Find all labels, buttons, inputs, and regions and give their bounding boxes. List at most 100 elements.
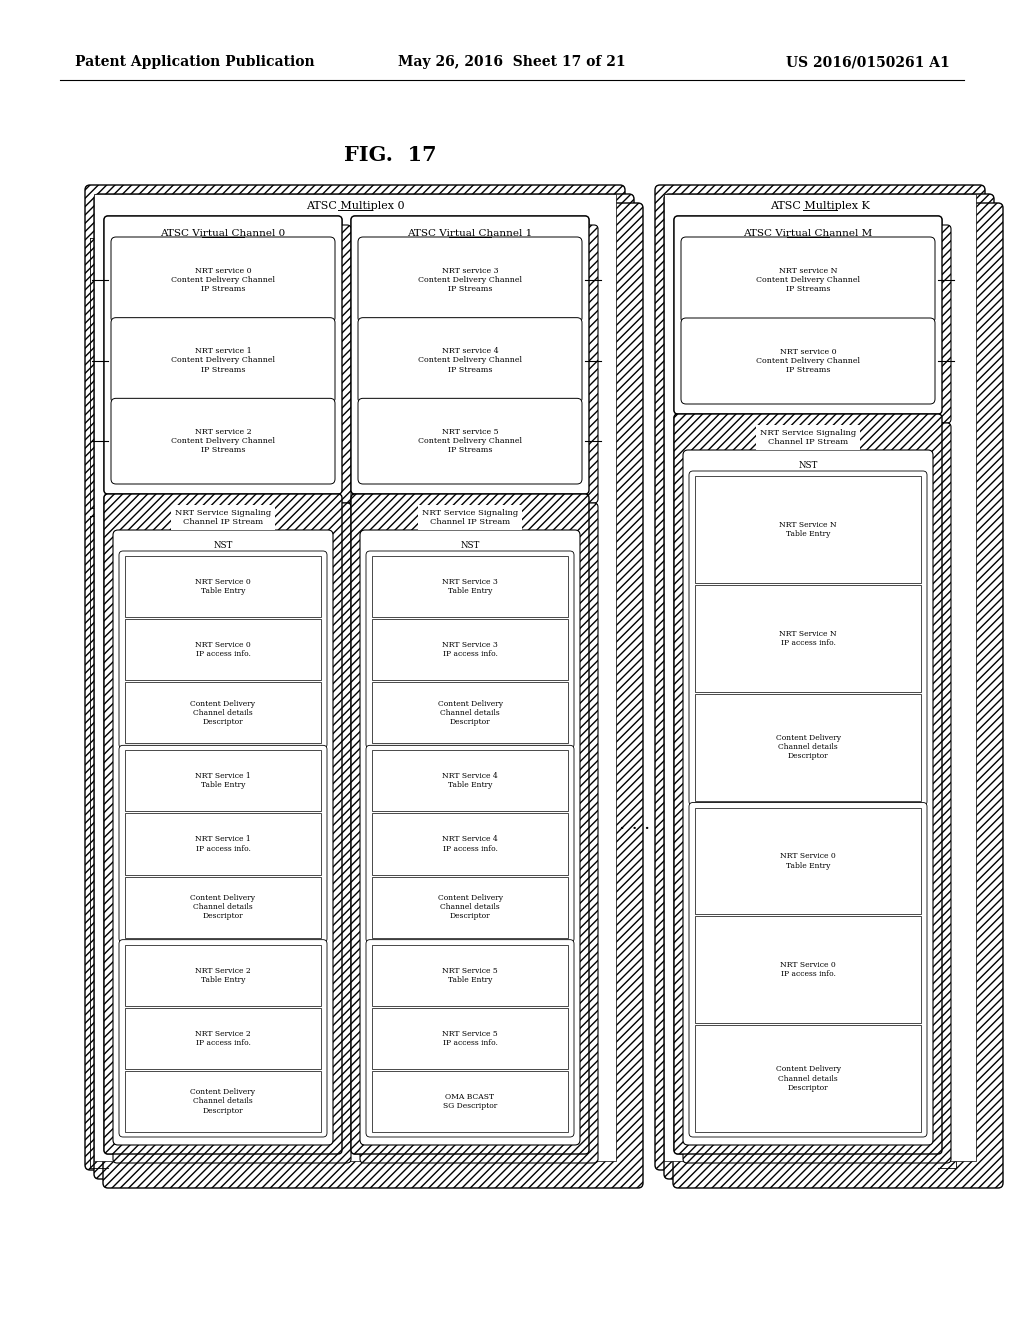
Text: NRT Service 0
Table Entry: NRT Service 0 Table Entry (196, 578, 251, 595)
FancyBboxPatch shape (358, 318, 582, 404)
Text: NRT service 1
Content Delivery Channel
IP Streams: NRT service 1 Content Delivery Channel I… (171, 347, 275, 374)
FancyBboxPatch shape (674, 414, 942, 1154)
Text: NRT Service 2
IP access info.: NRT Service 2 IP access info. (196, 1030, 251, 1047)
Text: NRT Service 3
Table Entry: NRT Service 3 Table Entry (442, 578, 498, 595)
Text: NRT service N
Content Delivery Channel
IP Streams: NRT service N Content Delivery Channel I… (756, 267, 860, 293)
Text: Content Delivery
Channel details
Descriptor: Content Delivery Channel details Descrip… (190, 894, 256, 920)
FancyBboxPatch shape (689, 803, 927, 1137)
Bar (94, 194, 616, 1162)
Text: NRT service 5
Content Delivery Channel
IP Streams: NRT service 5 Content Delivery Channel I… (418, 428, 522, 454)
Text: ATSC Virtual Channel 1: ATSC Virtual Channel 1 (408, 228, 532, 238)
Text: NRT service 2
Content Delivery Channel
IP Streams: NRT service 2 Content Delivery Channel I… (171, 428, 275, 454)
Text: NRT Service 0
IP access info.: NRT Service 0 IP access info. (780, 961, 836, 978)
Text: NRT Service 5
Table Entry: NRT Service 5 Table Entry (442, 966, 498, 983)
Bar (372, 1007, 568, 1069)
FancyBboxPatch shape (94, 194, 634, 1179)
Text: NRT Service 1
IP access info.: NRT Service 1 IP access info. (196, 836, 251, 853)
FancyBboxPatch shape (683, 422, 951, 1163)
FancyBboxPatch shape (681, 318, 935, 404)
Text: NRT Service 0
Table Entry: NRT Service 0 Table Entry (780, 853, 836, 870)
FancyBboxPatch shape (360, 531, 580, 1144)
FancyBboxPatch shape (358, 238, 582, 322)
FancyBboxPatch shape (104, 494, 342, 1154)
Text: NRT service 0
Content Delivery Channel
IP Streams: NRT service 0 Content Delivery Channel I… (171, 267, 275, 293)
Text: Content Delivery
Channel details
Descriptor: Content Delivery Channel details Descrip… (190, 1088, 256, 1114)
Text: NRT service 0
Content Delivery Channel
IP Streams: NRT service 0 Content Delivery Channel I… (756, 347, 860, 374)
Text: FIG.  17: FIG. 17 (344, 145, 436, 165)
FancyBboxPatch shape (351, 494, 589, 1154)
FancyBboxPatch shape (683, 450, 933, 1144)
FancyBboxPatch shape (673, 203, 1002, 1188)
FancyBboxPatch shape (366, 550, 574, 748)
FancyBboxPatch shape (104, 216, 342, 494)
Text: Content Delivery
Channel details
Descriptor: Content Delivery Channel details Descrip… (775, 734, 841, 760)
Text: NRT Service Signaling
Channel IP Stream: NRT Service Signaling Channel IP Stream (760, 429, 856, 446)
FancyBboxPatch shape (360, 224, 598, 503)
Text: NRT Service Signaling
Channel IP Stream: NRT Service Signaling Channel IP Stream (175, 510, 271, 527)
Bar (125, 619, 321, 680)
FancyBboxPatch shape (360, 503, 598, 1163)
Text: US 2016/0150261 A1: US 2016/0150261 A1 (786, 55, 950, 69)
FancyBboxPatch shape (689, 471, 927, 805)
Bar (372, 876, 568, 937)
Bar (372, 682, 568, 743)
Bar (695, 916, 921, 1023)
Text: ATSC Virtual Channel 0: ATSC Virtual Channel 0 (161, 228, 286, 238)
FancyBboxPatch shape (366, 940, 574, 1137)
Bar (372, 556, 568, 618)
FancyBboxPatch shape (351, 216, 589, 494)
Text: ATSC Multiplex K: ATSC Multiplex K (770, 201, 870, 211)
Text: OMA BCAST
SG Descriptor: OMA BCAST SG Descriptor (442, 1093, 497, 1110)
Bar (125, 876, 321, 937)
Text: ATSC Virtual Channel M: ATSC Virtual Channel M (743, 228, 872, 238)
Bar (125, 556, 321, 618)
FancyBboxPatch shape (119, 550, 327, 748)
Text: . . .: . . . (620, 814, 650, 833)
Bar (695, 694, 921, 800)
Text: Content Delivery
Channel details
Descriptor: Content Delivery Channel details Descrip… (437, 894, 503, 920)
Text: NRT Service 5
IP access info.: NRT Service 5 IP access info. (442, 1030, 498, 1047)
FancyBboxPatch shape (351, 216, 589, 494)
Bar (125, 750, 321, 812)
FancyBboxPatch shape (113, 503, 351, 1163)
Text: Content Delivery
Channel details
Descriptor: Content Delivery Channel details Descrip… (775, 1065, 841, 1092)
Bar (695, 477, 921, 583)
Text: NRT Service 2
Table Entry: NRT Service 2 Table Entry (196, 966, 251, 983)
FancyBboxPatch shape (113, 531, 333, 1144)
FancyBboxPatch shape (681, 238, 935, 323)
FancyBboxPatch shape (664, 194, 994, 1179)
FancyBboxPatch shape (111, 399, 335, 484)
Text: NRT Service 4
IP access info.: NRT Service 4 IP access info. (442, 836, 498, 853)
FancyBboxPatch shape (119, 940, 327, 1137)
Bar (125, 945, 321, 1006)
FancyBboxPatch shape (111, 238, 335, 322)
FancyBboxPatch shape (104, 216, 342, 494)
Text: NRT Service N
Table Entry: NRT Service N Table Entry (779, 521, 837, 539)
Bar (372, 619, 568, 680)
Text: ATSC Multiplex 0: ATSC Multiplex 0 (306, 201, 404, 211)
FancyBboxPatch shape (674, 414, 942, 1154)
Text: NRT Service 1
Table Entry: NRT Service 1 Table Entry (196, 772, 251, 789)
Bar (695, 1026, 921, 1133)
Text: NRT Service 0
IP access info.: NRT Service 0 IP access info. (196, 642, 251, 659)
Bar (664, 194, 976, 1162)
Text: NST: NST (461, 541, 479, 550)
Bar (695, 585, 921, 692)
Text: NRT Service N
IP access info.: NRT Service N IP access info. (779, 630, 837, 647)
FancyBboxPatch shape (683, 224, 951, 422)
Text: NRT Service 4
Table Entry: NRT Service 4 Table Entry (442, 772, 498, 789)
Bar (125, 1007, 321, 1069)
FancyBboxPatch shape (113, 224, 351, 503)
Bar (372, 813, 568, 875)
Text: NST: NST (213, 541, 232, 550)
FancyBboxPatch shape (119, 746, 327, 942)
FancyBboxPatch shape (85, 185, 625, 1170)
FancyBboxPatch shape (103, 203, 643, 1188)
FancyBboxPatch shape (655, 185, 985, 1170)
Bar (372, 1071, 568, 1133)
Bar (125, 682, 321, 743)
FancyBboxPatch shape (111, 318, 335, 404)
Text: May 26, 2016  Sheet 17 of 21: May 26, 2016 Sheet 17 of 21 (398, 55, 626, 69)
Text: Content Delivery
Channel details
Descriptor: Content Delivery Channel details Descrip… (437, 700, 503, 726)
Bar (372, 945, 568, 1006)
